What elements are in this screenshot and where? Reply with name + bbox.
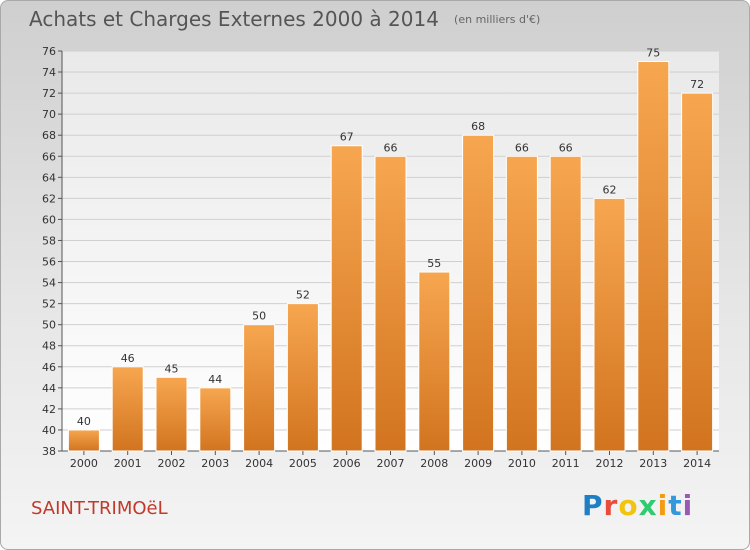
y-tick-label: 74 (42, 66, 56, 79)
bar (549, 155, 582, 452)
logo-letter: i (682, 489, 694, 522)
bar-value-label: 66 (384, 141, 398, 154)
x-tick-label: 2002 (158, 457, 186, 470)
bar-value-label: 75 (646, 47, 660, 60)
logo-letter: r (603, 489, 619, 522)
bar-value-label: 66 (515, 141, 529, 154)
y-tick-label: 38 (42, 445, 56, 458)
bar (330, 145, 363, 452)
x-tick-label: 2011 (552, 457, 580, 470)
y-tick-label: 40 (42, 424, 56, 437)
x-tick-label: 2006 (333, 457, 361, 470)
bar-value-label: 67 (340, 131, 354, 144)
bar (111, 366, 144, 452)
bar (243, 324, 276, 452)
bar-value-label: 55 (427, 257, 441, 270)
chart-title-row: Achats et Charges Externes 2000 à 2014 (… (29, 7, 540, 31)
bar (681, 92, 714, 452)
logo-letter: t (668, 489, 683, 522)
x-tick-label: 2012 (596, 457, 624, 470)
y-tick-label: 56 (42, 256, 56, 269)
bar (374, 155, 407, 452)
bar (199, 387, 232, 452)
bar (286, 303, 319, 452)
bar-value-label: 44 (208, 373, 222, 386)
bar (155, 376, 188, 452)
y-tick-label: 76 (42, 45, 56, 58)
bar-value-label: 40 (77, 415, 91, 428)
y-tick-label: 60 (42, 213, 56, 226)
logo-letter: P (582, 489, 604, 522)
x-tick-label: 2008 (420, 457, 448, 470)
x-tick-label: 2000 (70, 457, 98, 470)
bar-value-label: 72 (690, 78, 704, 91)
chart-title: Achats et Charges Externes 2000 à 2014 (29, 7, 439, 31)
y-tick-label: 66 (42, 150, 56, 163)
chart-unit-label: (en milliers d'€) (454, 13, 541, 26)
y-tick-label: 48 (42, 340, 56, 353)
y-tick-label: 46 (42, 361, 56, 374)
logo-letter: x (638, 489, 658, 522)
bar (462, 134, 495, 452)
x-tick-label: 2010 (508, 457, 536, 470)
logo-letter: i (657, 489, 669, 522)
bar (593, 197, 626, 452)
x-tick-label: 2013 (639, 457, 667, 470)
bar-value-label: 52 (296, 289, 310, 302)
y-tick-label: 70 (42, 108, 56, 121)
y-tick-label: 44 (42, 382, 56, 395)
bar (418, 271, 451, 452)
y-tick-label: 54 (42, 277, 56, 290)
y-tick-label: 72 (42, 87, 56, 100)
bar-value-label: 46 (121, 352, 135, 365)
bar-value-label: 45 (165, 362, 179, 375)
x-tick-label: 2003 (201, 457, 229, 470)
x-tick-label: 2009 (464, 457, 492, 470)
x-tick-label: 2005 (289, 457, 317, 470)
y-tick-label: 50 (42, 319, 56, 332)
bar-value-label: 62 (603, 183, 617, 196)
logo-letter: o (618, 489, 639, 522)
x-tick-label: 2014 (683, 457, 711, 470)
y-tick-label: 64 (42, 171, 56, 184)
bar-value-label: 66 (559, 141, 573, 154)
bar (505, 155, 538, 452)
y-tick-label: 42 (42, 403, 56, 416)
bar (67, 429, 100, 452)
x-tick-label: 2001 (114, 457, 142, 470)
y-tick-label: 52 (42, 298, 56, 311)
bar-value-label: 68 (471, 120, 485, 133)
x-tick-label: 2007 (377, 457, 405, 470)
x-tick-label: 2004 (245, 457, 273, 470)
y-tick-label: 68 (42, 129, 56, 142)
y-tick-label: 58 (42, 234, 56, 247)
bar (637, 61, 670, 452)
commune-name: SAINT-TRIMOëL (31, 498, 168, 519)
proxiti-logo: Proxiti (582, 489, 693, 522)
y-tick-label: 62 (42, 192, 56, 205)
bar-value-label: 50 (252, 310, 266, 323)
